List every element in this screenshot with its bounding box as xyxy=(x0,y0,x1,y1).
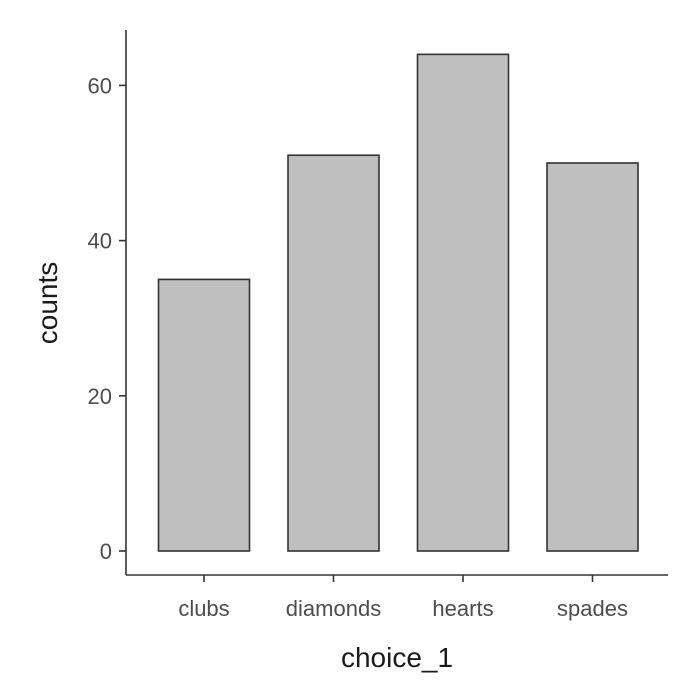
y-tick-label: 60 xyxy=(88,73,112,98)
x-tick-label-hearts: hearts xyxy=(432,596,493,621)
x-axis-ticks: clubs diamonds hearts spades xyxy=(178,575,628,621)
x-tick-label-clubs: clubs xyxy=(178,596,229,621)
bars-group xyxy=(157,53,639,552)
bar-clubs xyxy=(157,278,251,552)
y-tick-label: 40 xyxy=(88,229,112,254)
y-axis-ticks: 0 20 40 60 xyxy=(88,73,126,564)
x-tick-label-spades: spades xyxy=(557,596,628,621)
bar-diamonds xyxy=(287,154,380,552)
x-axis-title: choice_1 xyxy=(341,642,453,673)
y-tick-label: 0 xyxy=(100,539,112,564)
bar-hearts xyxy=(416,53,510,552)
y-axis-title: counts xyxy=(32,262,63,345)
x-tick-label-diamonds: diamonds xyxy=(286,596,381,621)
y-tick-label: 20 xyxy=(88,384,112,409)
bar-spades xyxy=(546,162,639,552)
